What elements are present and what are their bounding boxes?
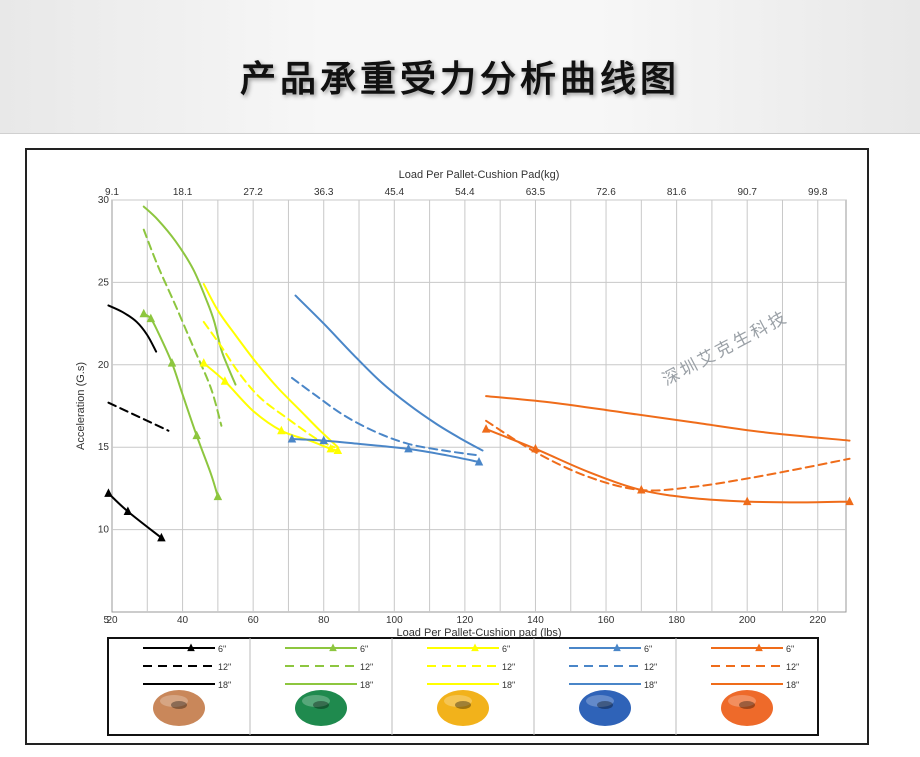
- top-tick-label: 27.2: [243, 187, 263, 198]
- legend-label: 12": [786, 662, 799, 672]
- series-orange-6in-line: [485, 428, 851, 504]
- series-black-6in-marker: [123, 506, 133, 515]
- legend-marker-yellow: [471, 643, 479, 652]
- top-tick-label: 72.6: [596, 187, 616, 198]
- top-tick-label: 90.7: [737, 187, 757, 198]
- page-title: 产品承重受力分析曲线图: [239, 58, 680, 100]
- cushion-pad-yellow-icon: [437, 690, 489, 726]
- cushion-pad-black-icon: [153, 690, 205, 726]
- series-yellow-6in-marker: [277, 425, 286, 435]
- chart-frame: 20 40 60 80 100 120 140 160 180 200 220 5 10 15 20 25 30…: [25, 148, 869, 745]
- series-green-6in-marker: [139, 308, 149, 318]
- series-orange-6in-marker: [481, 424, 491, 433]
- y-tick-label: 30: [98, 195, 110, 206]
- legend-marker-orange: [755, 643, 763, 652]
- series-blue-6in-marker: [474, 457, 484, 466]
- x-tick-label: 100: [386, 615, 403, 626]
- series-blue-6in-line: [290, 437, 480, 464]
- series-orange-12in-line: [485, 419, 851, 492]
- legend-label: 6": [644, 644, 652, 654]
- legend-label: 12": [644, 662, 657, 672]
- series-orange-18in-line: [485, 395, 851, 442]
- top-tick-label: 99.8: [808, 187, 828, 198]
- y-tick-label: 25: [98, 277, 110, 288]
- legend-label: 12": [218, 662, 231, 672]
- series-blue-6in-marker: [404, 443, 413, 453]
- top-axis-title: Load Per Pallet-Cushion Pad(kg): [399, 169, 560, 181]
- legend-label: 12": [360, 662, 373, 672]
- legend-label: 18": [502, 680, 515, 690]
- legend-label: 18": [360, 680, 373, 690]
- legend-label: 18": [218, 680, 231, 690]
- series-blue-12in-line: [290, 376, 480, 457]
- series-green-12in-line: [142, 228, 223, 427]
- series-yellow-12in-line: [202, 320, 336, 449]
- x-tick-label: 20: [106, 615, 118, 626]
- plot-area: [111, 199, 847, 613]
- x-axis-title: Load Per Pallet-Cushion pad (lbs): [396, 627, 561, 639]
- legend-label: 18": [786, 680, 799, 690]
- y-tick-label: 20: [98, 360, 110, 371]
- y-tick-label: 15: [98, 442, 110, 453]
- top-tick-label: 63.5: [526, 187, 546, 198]
- header-banner: 产品承重受力分析曲线图: [0, 0, 920, 134]
- y-axis-title: Acceleration (G.s): [75, 362, 87, 450]
- x-tick-label: 160: [598, 615, 615, 626]
- cushion-pad-orange-icon: [721, 690, 773, 726]
- series-yellow-6in-marker: [333, 445, 343, 454]
- legend-label: 6": [218, 644, 226, 654]
- series-black-6in-marker: [104, 488, 113, 497]
- x-tick-label: 220: [809, 615, 826, 626]
- top-tick-label: 36.3: [314, 187, 334, 198]
- series-yellow-18in-line: [202, 283, 339, 449]
- chart: 20 40 60 80 100 120 140 160 180 200 220 5 10 15 20 25 30…: [75, 169, 854, 736]
- legend-label: 6": [360, 644, 368, 654]
- series-black-12in-line: [107, 401, 170, 432]
- series-yellow-6in-marker: [199, 358, 208, 367]
- series-orange-6in-marker: [845, 496, 854, 506]
- legend-label: 6": [786, 644, 794, 654]
- series-orange-6in-marker: [742, 496, 752, 506]
- legend-label: 18": [644, 680, 657, 690]
- series-black-18in-line: [107, 304, 158, 353]
- legend-marker-blue: [613, 643, 621, 652]
- x-tick-label: 180: [668, 615, 685, 626]
- series-blue-18in-line: [294, 294, 484, 452]
- x-tick-label: 200: [739, 615, 756, 626]
- series-yellow-6in-marker: [326, 443, 336, 453]
- top-tick-label: 54.4: [455, 187, 475, 198]
- top-tick-label: 18.1: [173, 187, 193, 198]
- top-tick-label: 81.6: [667, 187, 687, 198]
- series-green-18in-line: [142, 205, 237, 386]
- x-tick-label: 80: [318, 615, 330, 626]
- cushion-pad-blue-icon: [579, 690, 631, 726]
- x-tick-label: 40: [177, 615, 189, 626]
- cushion-pad-green-icon: [295, 690, 347, 726]
- legend-label: 12": [502, 662, 515, 672]
- y-tick-label: 5: [103, 615, 109, 626]
- series-blue-6in-marker: [319, 435, 328, 445]
- top-tick-label: 45.4: [385, 187, 405, 198]
- legend-label: 6": [502, 644, 510, 654]
- top-tick-label: 9.1: [105, 187, 119, 198]
- series-black-6in-marker: [157, 532, 166, 542]
- y-tick-label: 10: [98, 525, 110, 536]
- series-yellow-6in-marker: [220, 376, 230, 385]
- legend-marker-green: [329, 643, 337, 652]
- series-green-6in-marker: [146, 313, 156, 323]
- x-tick-label: 60: [248, 615, 260, 626]
- series-green-6in-marker: [167, 358, 177, 367]
- series-blue-6in-marker: [287, 433, 297, 443]
- x-tick-label: 120: [457, 615, 474, 626]
- series-green-6in-marker: [213, 491, 223, 501]
- series-green-6in-marker: [192, 430, 201, 440]
- x-tick-label: 140: [527, 615, 544, 626]
- legend-marker-black: [187, 643, 195, 652]
